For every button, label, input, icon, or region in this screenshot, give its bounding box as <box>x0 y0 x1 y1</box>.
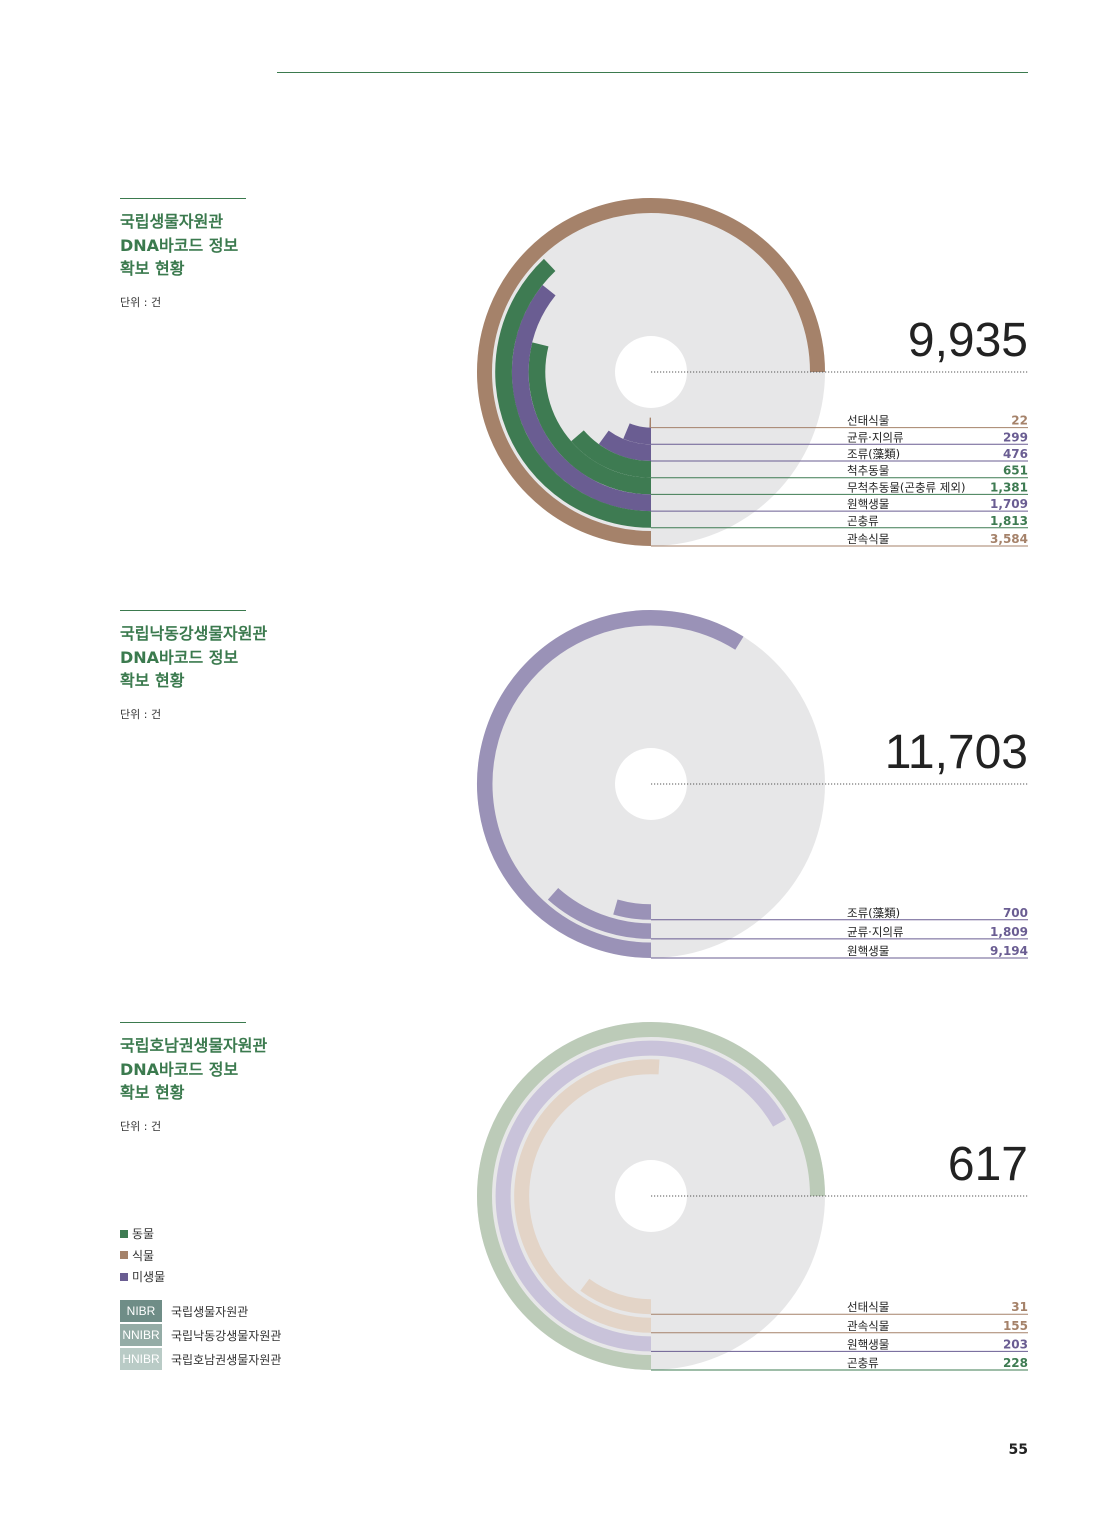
section-title: 국립낙동강생물자원관 DNA바코드 정보 확보 현황 <box>120 622 267 693</box>
row-label: 원핵생물 <box>847 944 889 958</box>
title-line: 국립낙동강생물자원관 <box>120 624 268 643</box>
arc-3 <box>495 1040 787 1352</box>
row-label: 곤충류 <box>847 514 879 528</box>
top-rule <box>277 72 1028 73</box>
org-name: 국립호남권생물자원관 <box>171 1352 282 1367</box>
title-line: DNA바코드 정보 <box>120 1059 239 1079</box>
row-label: 관속식물 <box>847 1319 889 1333</box>
row-value: 1,809 <box>990 925 1028 939</box>
radial-chart-nibr: 9,935 선태식물 22 균류·지의류 299 조류(藻類) 476 척추동물 651 무척추동… <box>477 198 1028 547</box>
arc-2 <box>547 887 652 939</box>
arc-5 <box>528 342 652 495</box>
org-name: 국립낙동강생물자원관 <box>171 1328 282 1343</box>
row-value: 3,584 <box>990 532 1028 546</box>
legend-label: 미생물 <box>132 1270 166 1285</box>
row-label: 곤충류 <box>847 1356 879 1370</box>
row-value: 1,813 <box>990 514 1028 528</box>
arc-6 <box>511 284 652 512</box>
arc-3 <box>477 610 744 958</box>
row-value: 1,381 <box>990 480 1028 494</box>
arc-2 <box>623 423 652 445</box>
total-value: 11,703 <box>885 726 1028 779</box>
row-value: 299 <box>1003 430 1028 444</box>
org-item-nnibr: NNIBR 국립낙동강생물자원관 <box>120 1323 281 1347</box>
row-label: 무척추동물(곤충류 제외) <box>847 480 965 494</box>
org-badge: NIBR <box>120 1300 162 1322</box>
arc-2 <box>514 1059 660 1333</box>
row-label: 선태식물 <box>847 1300 889 1314</box>
row-value: 31 <box>1011 1300 1028 1314</box>
section-title: 국립생물자원관 DNA바코드 정보 확보 현황 <box>120 210 238 281</box>
section-rule <box>120 610 246 611</box>
arc-3 <box>598 430 652 461</box>
section-nibr: 국립생물자원관 DNA바코드 정보 확보 현황 단위 : 건 9,935 선태식물… <box>0 198 1100 578</box>
org-item-hnibr: HNIBR 국립호남권생물자원관 <box>120 1347 281 1371</box>
title-line: 국립호남권생물자원관 <box>120 1036 268 1055</box>
legend-label: 식물 <box>132 1248 155 1263</box>
arc-1 <box>580 1278 652 1315</box>
row-value: 1,709 <box>990 497 1028 511</box>
row-value: 203 <box>1003 1337 1028 1351</box>
page-number: 55 <box>1008 1442 1028 1458</box>
row-label: 균류·지의류 <box>847 925 904 939</box>
section-rule <box>120 198 246 199</box>
row-label: 조류(藻類) <box>847 447 900 461</box>
legend-label: 동물 <box>132 1227 155 1242</box>
title-line: DNA바코드 정보 <box>120 647 239 667</box>
row-value: 22 <box>1011 414 1028 428</box>
row-value: 228 <box>1003 1356 1028 1370</box>
arc-4 <box>477 1022 825 1370</box>
total-value: 9,935 <box>908 314 1028 367</box>
section-hnibr: 국립호남권생물자원관 DNA바코드 정보 확보 현황 단위 : 건 617 선태식… <box>0 1022 1100 1402</box>
row-label: 선태식물 <box>847 414 889 428</box>
title-line: 국립생물자원관 <box>120 212 224 231</box>
row-label: 균류·지의류 <box>847 430 904 444</box>
legend-item-plant: 식물 <box>120 1245 165 1267</box>
row-label: 원핵생물 <box>847 497 889 511</box>
row-label: 척추동물 <box>847 464 889 478</box>
row-value: 9,194 <box>990 944 1028 958</box>
org-badge: NNIBR <box>120 1324 162 1346</box>
category-legend: 동물 식물 미생물 <box>120 1223 165 1288</box>
legend-item-animal: 동물 <box>120 1223 165 1245</box>
section-rule <box>120 1022 246 1023</box>
org-item-nibr: NIBR 국립생물자원관 <box>120 1299 281 1323</box>
arc-1 <box>613 899 652 920</box>
legend-swatch <box>120 1251 128 1260</box>
unit-label: 단위 : 건 <box>120 296 162 309</box>
legend-swatch <box>120 1229 128 1238</box>
arc-8 <box>477 198 825 546</box>
row-label: 관속식물 <box>847 532 889 546</box>
org-legend: NIBR 국립생물자원관 NNIBR 국립낙동강생물자원관 HNIBR 국립호남… <box>120 1299 281 1371</box>
legend-swatch <box>120 1272 128 1281</box>
row-value: 155 <box>1003 1319 1028 1333</box>
legend-item-micro: 미생물 <box>120 1266 165 1288</box>
total-value: 617 <box>948 1138 1028 1191</box>
section-nnibr: 국립낙동강생물자원관 DNA바코드 정보 확보 현황 단위 : 건 11,703… <box>0 610 1100 990</box>
row-label: 원핵생물 <box>847 1337 889 1351</box>
row-value: 700 <box>1003 906 1028 920</box>
row-value: 476 <box>1003 447 1028 461</box>
title-line: 확보 현황 <box>120 1083 185 1102</box>
arc-4 <box>571 430 652 478</box>
unit-label: 단위 : 건 <box>120 708 162 721</box>
org-badge: HNIBR <box>120 1348 162 1370</box>
radial-chart-hnibr: 617 선태식물 31 관속식물 155 원핵생물 203 곤충류 228 <box>477 1022 1028 1371</box>
section-title: 국립호남권생물자원관 DNA바코드 정보 확보 현황 <box>120 1034 267 1105</box>
arc-7 <box>495 258 652 528</box>
title-line: 확보 현황 <box>120 671 185 690</box>
title-line: 확보 현황 <box>120 259 185 278</box>
row-label: 조류(藻類) <box>847 906 900 920</box>
row-value: 651 <box>1003 464 1028 478</box>
unit-label: 단위 : 건 <box>120 1120 162 1133</box>
org-name: 국립생물자원관 <box>171 1304 249 1319</box>
radial-chart-nnibr: 11,703 조류(藻類) 700 균류·지의류 1,809 원핵생물 9,194 <box>477 610 1028 959</box>
title-line: DNA바코드 정보 <box>120 235 239 255</box>
